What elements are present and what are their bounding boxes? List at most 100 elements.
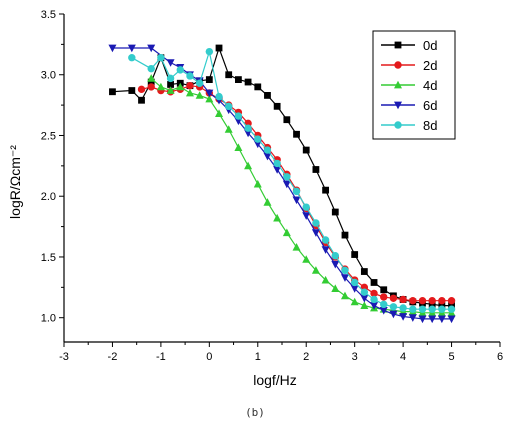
- data-point-8d: [447, 305, 456, 313]
- data-point-6d: [166, 59, 175, 67]
- data-point-6d: [389, 310, 398, 319]
- data-point-0d: [273, 102, 281, 110]
- data-point-6d: [331, 260, 340, 269]
- data-point-6d: [205, 89, 214, 98]
- legend-label: 8d: [423, 118, 437, 133]
- legend-label: 2d: [423, 58, 437, 73]
- legend-item-6d: 6d: [381, 98, 437, 113]
- data-point-0d: [244, 78, 252, 86]
- legend-marker: [394, 41, 402, 49]
- x-tick-label: 0: [206, 351, 212, 363]
- data-point-0d: [264, 91, 271, 99]
- legend: 0d 2d 4d 6d 8d: [372, 30, 456, 140]
- data-point-8d: [244, 124, 252, 132]
- data-point-6d: [282, 180, 291, 189]
- legend-item-8d: 8d: [381, 118, 437, 133]
- data-point-2d: [428, 296, 436, 305]
- data-point-0d: [235, 76, 242, 83]
- data-point-8d: [350, 278, 359, 287]
- data-point-4d: [224, 125, 233, 133]
- data-point-0d: [312, 166, 320, 173]
- data-point-4d: [273, 213, 282, 222]
- legend-label: 4d: [423, 78, 437, 93]
- data-point-6d: [253, 140, 262, 149]
- data-point-8d: [389, 303, 398, 311]
- legend-marker: [394, 121, 402, 129]
- y-tick-label: 2.0: [41, 191, 56, 203]
- legend-item-0d: 0d: [381, 38, 437, 53]
- data-point-4d: [205, 94, 214, 103]
- data-point-0d: [138, 96, 145, 104]
- data-point-8d: [438, 305, 446, 313]
- data-point-6d: [127, 44, 136, 53]
- data-point-6d: [360, 294, 369, 303]
- data-point-4d: [244, 161, 253, 170]
- data-point-0d: [147, 78, 155, 86]
- data-point-0d: [293, 130, 300, 138]
- data-point-8d: [254, 135, 262, 143]
- data-point-4d: [156, 82, 165, 91]
- x-tick-label: -2: [108, 351, 118, 363]
- data-point-6d: [147, 44, 156, 53]
- y-axis-label: logR/Ωcm⁻²: [7, 145, 23, 219]
- data-point-4d: [166, 86, 175, 94]
- legend-marker: [394, 101, 402, 110]
- data-point-8d: [225, 102, 233, 111]
- data-point-0d: [322, 186, 329, 194]
- data-point-0d: [215, 44, 223, 52]
- legend-item-4d: 4d: [381, 78, 437, 93]
- series-8d: [128, 47, 456, 313]
- data-point-8d: [157, 54, 165, 62]
- data-point-4d: [350, 297, 359, 306]
- data-point-4d: [321, 275, 330, 284]
- data-point-8d: [331, 252, 339, 260]
- x-tick-label: -1: [156, 351, 166, 363]
- data-point-2d: [380, 293, 388, 301]
- data-point-2d: [409, 296, 417, 305]
- data-point-8d: [234, 112, 243, 120]
- x-axis-label: logf/Hz: [253, 372, 297, 388]
- data-point-2d: [418, 296, 427, 305]
- data-point-0d: [254, 83, 262, 91]
- data-point-4d: [176, 82, 185, 91]
- data-point-4d: [292, 243, 301, 251]
- data-point-8d: [215, 92, 223, 101]
- data-point-8d: [292, 187, 301, 196]
- data-point-8d: [166, 74, 175, 83]
- legend-label: 6d: [423, 98, 437, 113]
- x-tick-label: 2: [303, 351, 309, 363]
- data-point-8d: [321, 236, 330, 244]
- data-point-6d: [399, 313, 408, 321]
- data-point-6d: [263, 152, 272, 161]
- y-tick-label: 3.0: [41, 70, 56, 82]
- data-point-6d: [418, 315, 427, 324]
- data-point-4d: [360, 301, 369, 309]
- data-point-8d: [205, 47, 214, 56]
- data-point-0d: [380, 286, 388, 294]
- data-point-4d: [340, 291, 349, 300]
- legend-label: 0d: [423, 38, 437, 53]
- data-point-0d: [109, 88, 116, 96]
- data-point-4d: [253, 179, 262, 188]
- data-point-4d: [263, 198, 272, 206]
- data-point-8d: [370, 295, 378, 304]
- data-point-0d: [283, 116, 291, 124]
- data-point-4d: [195, 91, 204, 99]
- data-point-2d: [186, 81, 194, 90]
- data-point-4d: [311, 266, 320, 274]
- data-point-8d: [263, 146, 272, 154]
- data-point-8d: [380, 300, 388, 309]
- data-point-2d: [389, 294, 398, 302]
- data-point-8d: [302, 203, 310, 211]
- data-point-6d: [379, 307, 388, 315]
- y-tick-label: 3.5: [41, 9, 56, 21]
- y-tick-label: 1.0: [41, 313, 56, 325]
- data-point-6d: [370, 302, 379, 310]
- data-point-8d: [283, 173, 291, 181]
- data-point-2d: [438, 296, 446, 305]
- data-point-0d: [167, 81, 174, 88]
- data-point-8d: [147, 64, 155, 73]
- data-point-8d: [195, 79, 204, 87]
- data-point-4d: [147, 74, 156, 82]
